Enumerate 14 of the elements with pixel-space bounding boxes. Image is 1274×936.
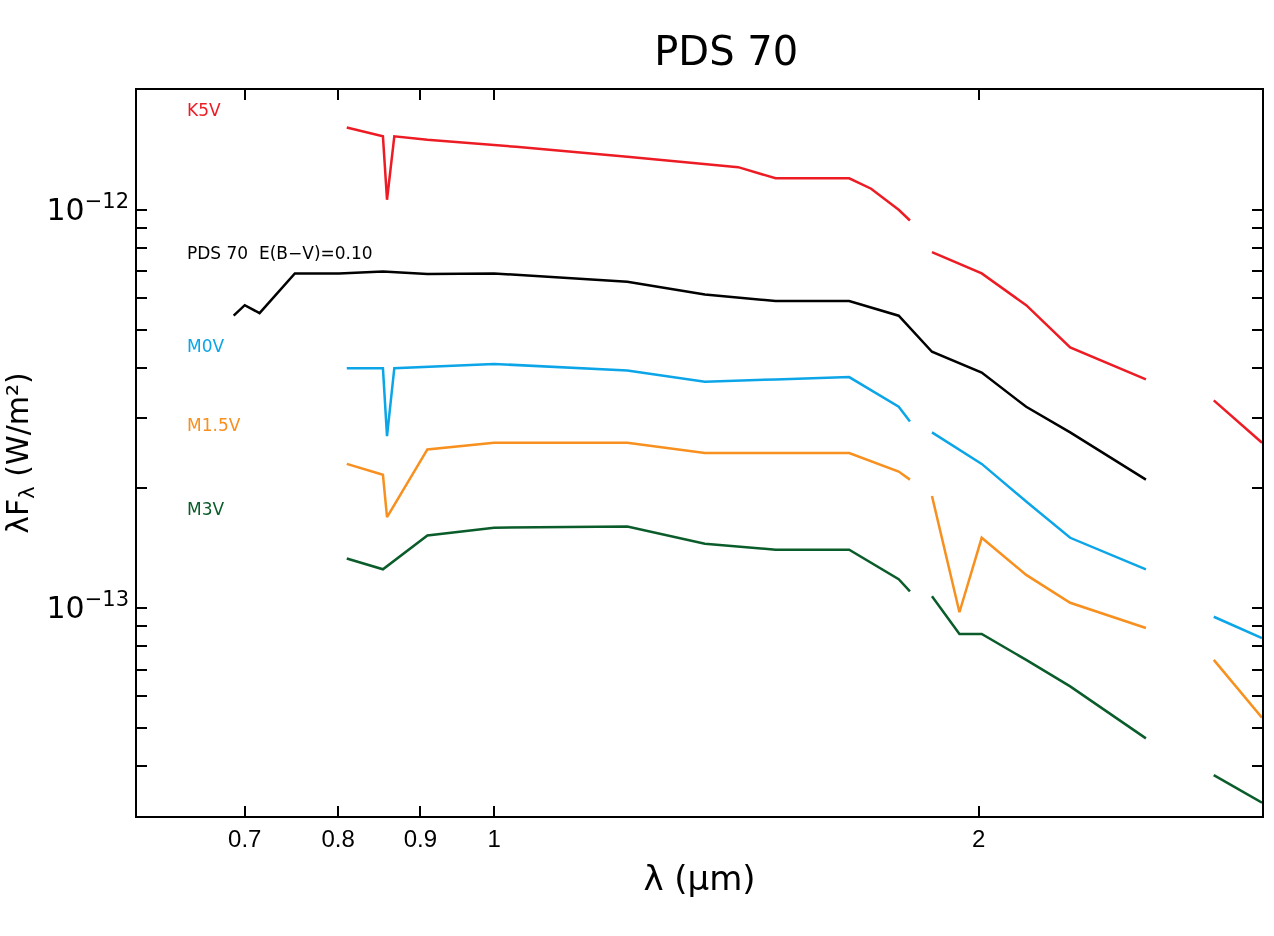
text: M0V [187,336,225,356]
x-tick-label: 2 [971,824,986,852]
chart-title: PDS 70 [654,28,799,75]
x-tick-label: 0.8 [321,824,355,852]
series-label: PDS 70 E(B−V)=0.10 [187,243,373,263]
x-axis-title: λ (μm) [643,857,756,898]
y-tick-label: 10$^{−13}$ [46,586,129,626]
text: K5V [187,100,221,120]
text: M1.5V [187,415,241,435]
x-tick-label: 0.9 [403,824,438,852]
x-tick-label: 0.7 [228,824,262,852]
y-tick-label: 10$^{−12}$ [46,188,129,228]
x-tick-label: 1 [487,824,501,852]
text: M3V [187,499,225,519]
